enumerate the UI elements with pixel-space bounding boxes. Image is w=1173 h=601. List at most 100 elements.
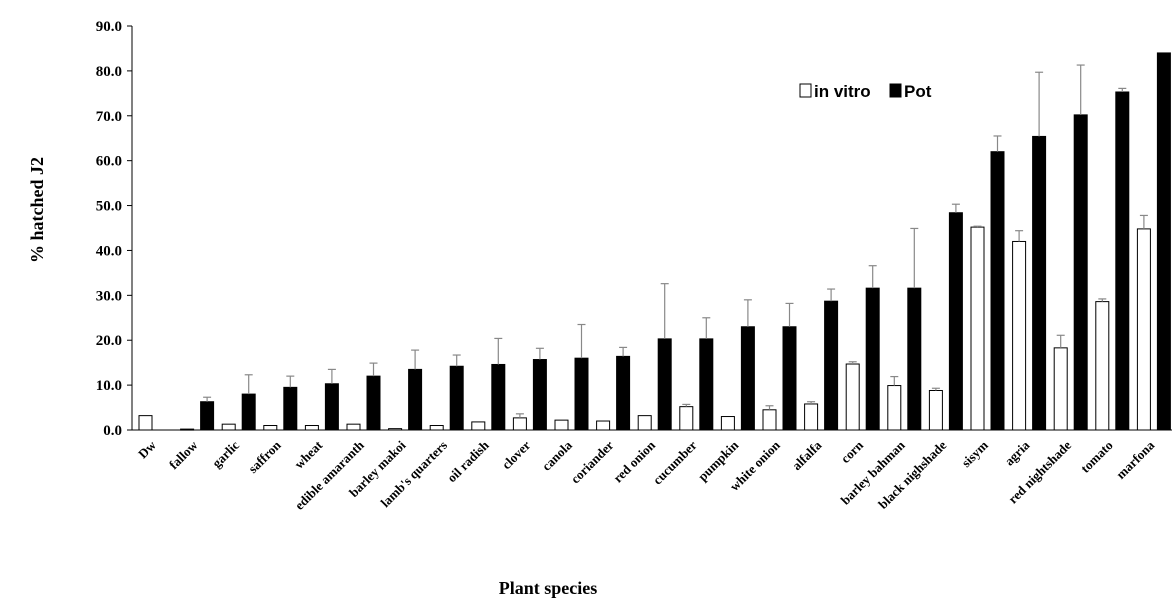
bar-in-vitro [762,409,777,431]
bar-pot [824,300,839,431]
bar-pot [200,401,215,431]
y-axis-ticks: 0.0 10.0 20.0 30.0 40.0 50.0 60.0 70.0 80.0 90.0 [96,19,132,439]
category-group-lamb-s-quarters [429,354,464,431]
chart-axes [131,26,1172,431]
bar-in-vitro [637,415,652,431]
bar-pot [1156,52,1171,431]
x-axis-title: Plant species [499,578,598,598]
bar-in-vitro [429,425,444,431]
bar-pot [241,393,256,431]
y-tick-label: 50.0 [96,199,122,215]
bar-in-vitro [1053,347,1068,431]
legend: in vitro Pot [799,82,932,101]
bar-in-vitro [970,226,985,431]
y-axis-title: % hatched J2 [27,157,47,263]
bar-in-vitro [1136,228,1151,431]
bar-in-vitro [304,425,319,431]
legend-label-pot: Pot [904,82,932,101]
bar-pot [657,338,672,431]
bar-pot [1032,135,1047,431]
category-group-cucumber [679,317,714,431]
x-tick-label-dw: Dw [135,437,159,461]
bar-in-vitro [138,415,153,431]
category-group-sisym [970,135,1005,431]
bar-in-vitro [928,389,943,431]
chart-bars [138,52,1171,431]
bar-pot [283,386,298,431]
x-tick-label-corn: corn [838,437,867,466]
bar-in-vitro [887,385,902,431]
category-group-red-onion [637,283,672,431]
bar-pot [699,338,714,431]
category-group-oil-radish [471,337,506,431]
y-tick-label: 20.0 [96,333,122,349]
category-group-edible-amaranth [346,362,381,431]
bar-pot [1115,91,1130,431]
bar-in-vitro [845,363,860,431]
x-tick-label-agria: agria [1001,437,1032,468]
y-tick-label: 80.0 [96,64,122,80]
category-group-dw [138,415,153,431]
category-group-clover [512,347,547,431]
bar-pot [616,355,631,431]
category-group-pumpkin [720,299,755,431]
y-tick-label: 30.0 [96,288,122,304]
category-group-marfona [1136,52,1171,431]
x-tick-label-clover: clover [499,437,534,472]
x-tick-label-garlic: garlic [209,437,242,470]
bar-pot [449,365,464,431]
category-group-tomato [1095,87,1130,431]
bar-pot [532,359,547,431]
bar-in-vitro [346,423,361,431]
bar-pot [740,326,755,431]
y-tick-label: 70.0 [96,109,122,125]
bar-pot [324,383,339,431]
x-tick-label-sisym: sisym [958,437,991,470]
bar-pot [990,151,1005,431]
y-tick-label: 60.0 [96,154,122,170]
bar-pot [574,357,589,431]
bar-in-vitro [720,416,735,431]
bar-pot [782,326,797,431]
y-tick-label: 0.0 [103,423,122,439]
bar-in-vitro [1012,240,1027,431]
category-group-black-nighshade [928,203,963,431]
bar-pot [408,368,423,431]
x-tick-label-oil-radish: oil radish [444,437,492,485]
x-tick-label-tomato: tomato [1078,438,1116,476]
category-group-canola [554,323,589,431]
bar-in-vitro [554,419,569,431]
category-group-barley-bahman [887,227,922,431]
category-group-barley-makoi [388,349,423,431]
bar-in-vitro [512,417,527,431]
bar-in-vitro [221,423,236,431]
category-group-corn [845,265,880,431]
x-tick-label-coriander: coriander [568,437,617,486]
x-tick-label-saffron: saffron [245,437,284,476]
x-tick-label-canola: canola [539,437,575,473]
bar-in-vitro [263,425,278,431]
bar-pot [491,363,506,431]
x-tick-label-fallow: fallow [166,437,201,472]
legend-swatch-pot [889,83,902,98]
bar-pot [366,375,381,431]
category-group-saffron [263,375,298,431]
category-group-wheat [304,368,339,431]
x-tick-label-cucumber: cucumber [650,437,700,487]
bar-in-vitro [1095,301,1110,431]
category-group-coriander [596,346,631,431]
category-group-garlic [221,374,256,431]
x-tick-label-marfona: marfona [1113,437,1158,482]
x-tick-label-wheat: wheat [291,437,326,472]
bar-pot [907,287,922,431]
y-tick-label: 10.0 [96,378,122,394]
bar-pot [1073,114,1088,431]
legend-label-in-vitro: in vitro [814,82,871,101]
category-group-alfalfa [804,288,839,431]
bar-in-vitro [679,406,694,431]
category-group-white-onion [762,302,797,431]
x-tick-label-alfalfa: alfalfa [789,437,825,473]
bar-in-vitro [804,403,819,431]
category-group-agria [1012,71,1047,431]
